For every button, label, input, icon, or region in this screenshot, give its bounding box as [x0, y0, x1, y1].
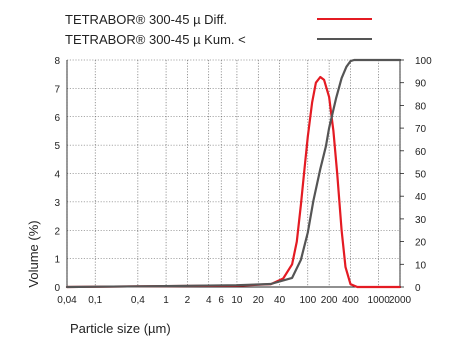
y-tick-left: 1	[54, 255, 60, 266]
y-tick-right: 40	[415, 192, 427, 203]
y-tick-left: 2	[54, 226, 60, 237]
y-tick-left: 7	[54, 84, 60, 95]
y-tick-right: 80	[415, 101, 427, 112]
x-tick-label: 10	[231, 295, 243, 306]
y-tick-right: 100	[415, 56, 432, 67]
y-tick-right: 50	[415, 170, 427, 181]
y-tick-left: 8	[54, 56, 60, 67]
x-tick-label: 0,1	[88, 295, 102, 306]
x-tick-label: 1	[163, 295, 169, 306]
legend-label: TETRABOR® 300-45 µ Kum. <	[65, 32, 246, 47]
x-tick-label: 0,4	[131, 295, 145, 306]
series-layer	[65, 58, 402, 289]
y-tick-right: 60	[415, 147, 427, 158]
y-axis-label: Volume (%)	[26, 220, 41, 287]
y-tick-left: 3	[54, 198, 60, 209]
y-tick-right: 90	[415, 79, 427, 90]
y-tick-left: 5	[54, 141, 60, 152]
x-axis-label: Particle size (µm)	[70, 321, 171, 336]
x-tick-label: 40	[274, 295, 286, 306]
y-tick-left: 0	[54, 283, 60, 294]
y-tick-right: 20	[415, 238, 427, 249]
x-tick-label: 100	[299, 295, 316, 306]
y-tick-left: 6	[54, 113, 60, 124]
x-tick-label: 6	[218, 295, 224, 306]
x-tick-label: 20	[253, 295, 265, 306]
x-tick-label: 4	[206, 295, 212, 306]
grid	[66, 59, 401, 288]
x-tick-label: 1000	[368, 295, 391, 306]
legend: TETRABOR® 300-45 µ Diff. TETRABOR® 300-45…	[65, 12, 372, 47]
legend-label: TETRABOR® 300-45 µ Diff.	[65, 12, 227, 27]
x-tick-label: 2000	[389, 295, 412, 306]
y-tick-right: 70	[415, 124, 427, 135]
x-tick-label: 400	[342, 295, 359, 306]
x-tick-label: 2	[185, 295, 191, 306]
y-tick-right: 30	[415, 215, 427, 226]
y-tick-right: 10	[415, 260, 427, 271]
series-line-diff	[65, 75, 402, 289]
x-tick-label: 0,04	[57, 295, 77, 306]
series-line-cumulative	[65, 58, 402, 289]
y-tick-left: 4	[54, 170, 60, 181]
x-tick-label: 200	[321, 295, 338, 306]
y-tick-right: 0	[415, 283, 421, 294]
